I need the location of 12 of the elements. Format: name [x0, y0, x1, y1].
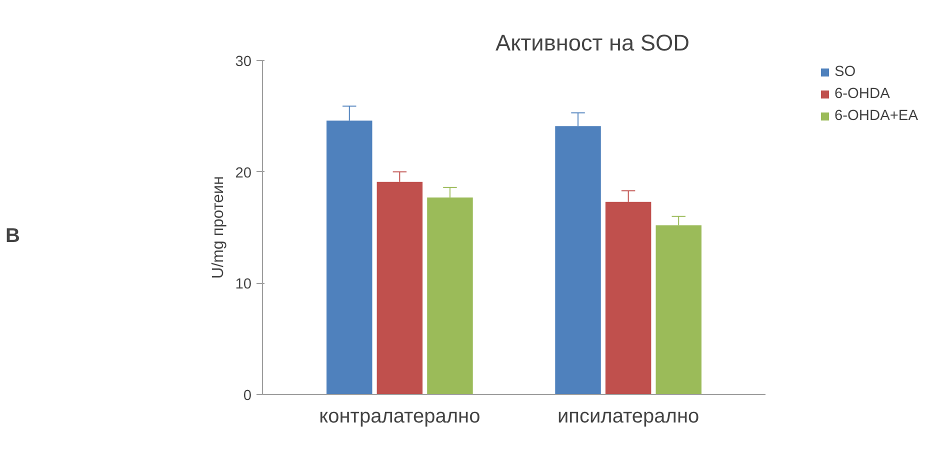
y-tick-label: 30	[235, 54, 252, 70]
legend-label: 6-OHDA+EA	[834, 108, 918, 124]
y-tick-label: 10	[235, 276, 252, 293]
y-axis-title: U/mg протеин	[210, 176, 228, 279]
y-tick-label: 20	[235, 165, 252, 182]
x-tick-label: контралатерално	[319, 406, 480, 428]
legend-label: SO	[834, 64, 856, 80]
text: B	[6, 225, 20, 247]
legend-label: 6-OHDA	[834, 86, 890, 102]
x-tick-label: ипсилатерално	[557, 406, 700, 428]
y-tick-label: 0	[243, 388, 252, 404]
chart-title: Активност на SOD	[496, 30, 690, 56]
